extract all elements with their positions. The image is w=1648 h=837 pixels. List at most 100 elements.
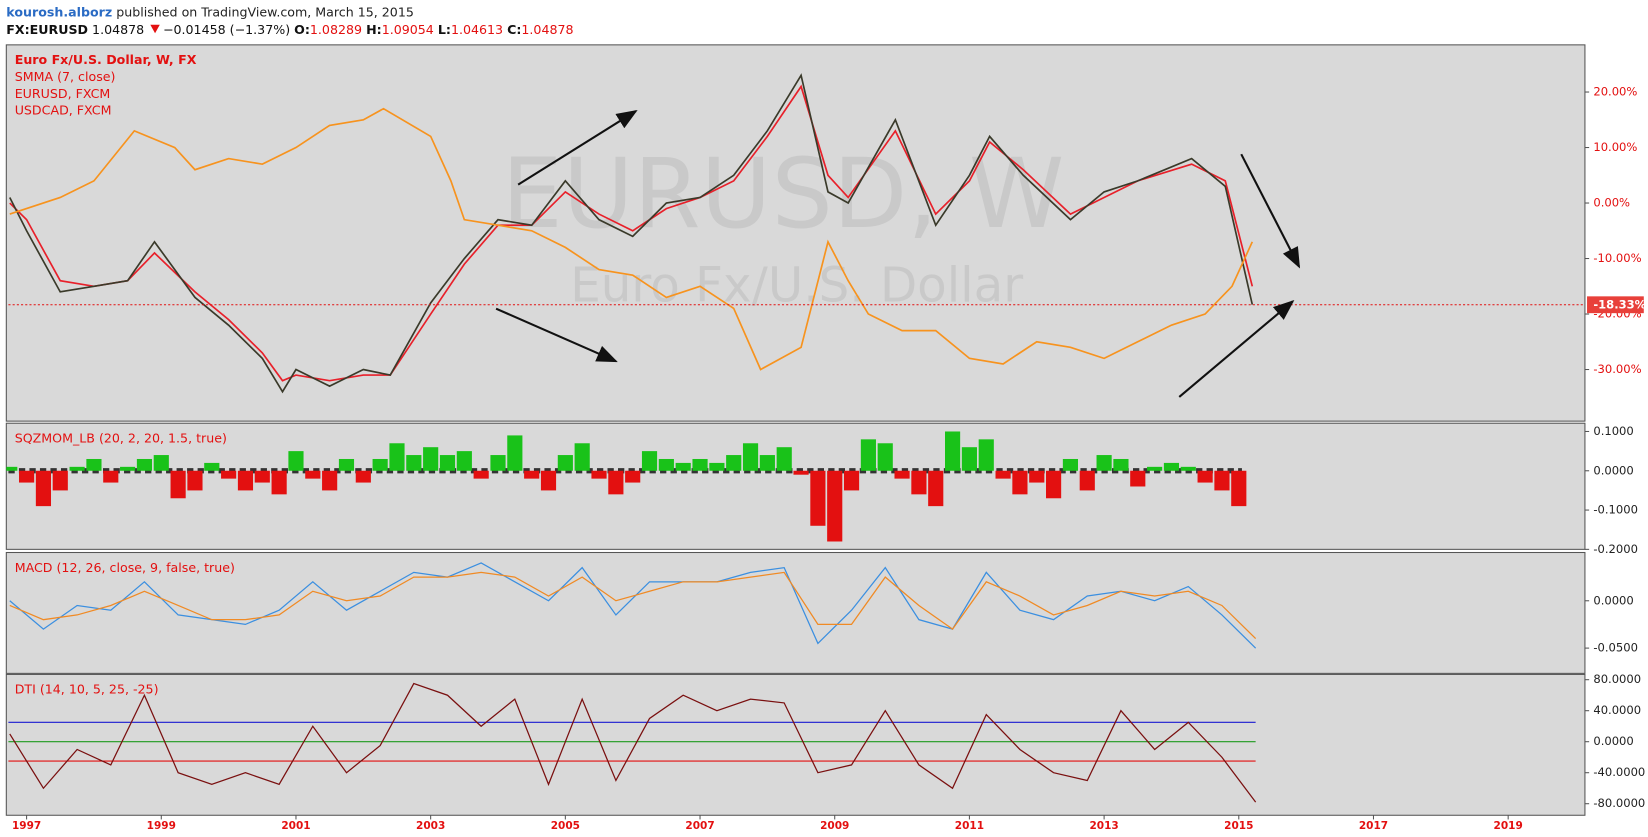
last-value-box (1587, 296, 1644, 314)
histogram-bar (692, 458, 708, 471)
series-line (9, 562, 1257, 649)
series-line (9, 682, 1257, 803)
close-label: C: (507, 22, 521, 37)
panel: 0.0000 -0.0500 MACD (12, 26, close, 9, fal… (5, 551, 1638, 674)
series-line (9, 73, 1254, 394)
y-tick-label: -10.00% (1593, 251, 1641, 265)
panel-title: Euro Fx/U.S. Dollar, W, FX (15, 52, 197, 67)
histogram-bar (1113, 458, 1129, 471)
panel-title: SQZMOM_LB (20, 2, 20, 1.5, true) (15, 430, 227, 445)
panel: 80.0000 40.0000 0.0000 -40.0000 -80.0000 DTI … (5, 672, 1645, 816)
x-tick-label: 2011 (955, 820, 984, 832)
histogram-bar (995, 470, 1011, 479)
histogram-bar (423, 447, 439, 471)
histogram-bar (1197, 470, 1213, 483)
histogram-bar (1096, 455, 1112, 471)
x-tick-label: 2017 (1359, 820, 1388, 832)
y-tick-label: 10.00% (1593, 140, 1637, 154)
legend-entry: SMMA (7, close) (15, 69, 116, 84)
x-tick-label: 2019 (1494, 820, 1523, 832)
series-line (9, 107, 1254, 371)
y-tick-label: 40.0000 (1593, 703, 1641, 717)
y-tick-label: -0.1000 (1593, 503, 1638, 517)
x-tick-label: 2007 (685, 820, 714, 832)
histogram-bar (726, 455, 742, 471)
histogram-bar (709, 462, 725, 471)
histogram-bar (860, 439, 876, 471)
x-tick-label: 2013 (1089, 820, 1118, 832)
histogram-bar (355, 470, 371, 483)
histogram-bar (507, 435, 523, 471)
histogram-bar (338, 458, 355, 471)
arrow (495, 307, 618, 363)
histogram-bar (625, 470, 641, 483)
panel-title: MACD (12, 26, close, 9, false, true) (15, 560, 235, 575)
histogram-bar (540, 470, 557, 491)
histogram-bar (1062, 458, 1079, 471)
histogram-bar (894, 470, 910, 479)
histogram-bar (1147, 466, 1163, 471)
histogram-bar (439, 455, 456, 471)
histogram-bar (608, 470, 624, 495)
x-tick-label: 1997 (12, 820, 41, 832)
legend-entry: USDCAD, FXCM (15, 103, 112, 118)
histogram-bar (1180, 466, 1196, 471)
last-price: 1.04878 (92, 22, 144, 37)
open-label: O: (294, 22, 310, 37)
histogram-bar (827, 470, 843, 542)
histogram-bar (221, 470, 237, 479)
histogram-bar (524, 470, 540, 479)
histogram-bar (237, 470, 254, 491)
histogram-bar (810, 470, 826, 526)
x-tick-label: 2003 (416, 820, 445, 832)
histogram-bar (305, 470, 321, 479)
published: published on TradingView.com, March 15, … (116, 4, 414, 19)
x-tick-label: 2009 (820, 820, 849, 832)
histogram-bar (944, 431, 961, 471)
histogram-bar (473, 470, 489, 479)
panel: EURUSD, W Euro Fx/U.S. Dollar 20.00% 10.00%… (5, 44, 1647, 422)
histogram-bar (254, 470, 270, 483)
histogram-bar (658, 458, 674, 471)
histogram-bar (204, 462, 220, 471)
histogram-bar (35, 470, 52, 507)
histogram-bar (103, 470, 119, 483)
histogram-bar (641, 451, 658, 471)
histogram-bar (591, 470, 607, 479)
histogram-bar (1029, 470, 1045, 483)
histogram-bar (759, 455, 775, 471)
down-triangle (150, 24, 160, 34)
arrow (1178, 299, 1295, 398)
histogram-bar (389, 443, 405, 471)
header-line-2: FX:EURUSD 1.04878 −0.01458 (−1.37%) O:1.… (6, 22, 573, 37)
panels: EURUSD, W Euro Fx/U.S. Dollar 20.00% 10.00%… (5, 44, 1647, 832)
panel-bg (5, 422, 1586, 550)
author[interactable]: kourosh.alborz (6, 4, 112, 19)
panel-bg (5, 551, 1586, 674)
open: 1.08289 (310, 22, 362, 37)
x-tick-label: 2005 (551, 820, 580, 832)
legend-entry: EURUSD, FXCM (15, 86, 111, 101)
histogram-bar (1012, 470, 1028, 495)
plot-area (9, 562, 1257, 649)
histogram-bar (490, 455, 506, 471)
y-tick-label: 0.0000 (1593, 734, 1633, 748)
histogram-bar (928, 470, 944, 507)
change: −0.01458 (−1.37%) (163, 22, 290, 37)
histogram-bar (456, 451, 472, 471)
y-tick-label: 0.00% (1593, 196, 1630, 210)
price-axis-bg (1584, 44, 1646, 832)
histogram-bar (675, 462, 691, 471)
panel: 0.1000 0.0000 -0.1000 -0.2000 SQZMOM_LB (20,… (5, 422, 1638, 556)
series-line (9, 84, 1254, 382)
histogram-bar (1214, 470, 1230, 491)
histogram-bar (961, 447, 977, 471)
y-tick-label: 20.00% (1593, 85, 1637, 99)
histogram-bar (6, 466, 18, 471)
histogram-bar (776, 447, 792, 471)
close: 1.04878 (521, 22, 573, 37)
high-label: H: (366, 22, 382, 37)
panel-bg (5, 673, 1586, 816)
symbol: FX:EURUSD (6, 22, 88, 37)
